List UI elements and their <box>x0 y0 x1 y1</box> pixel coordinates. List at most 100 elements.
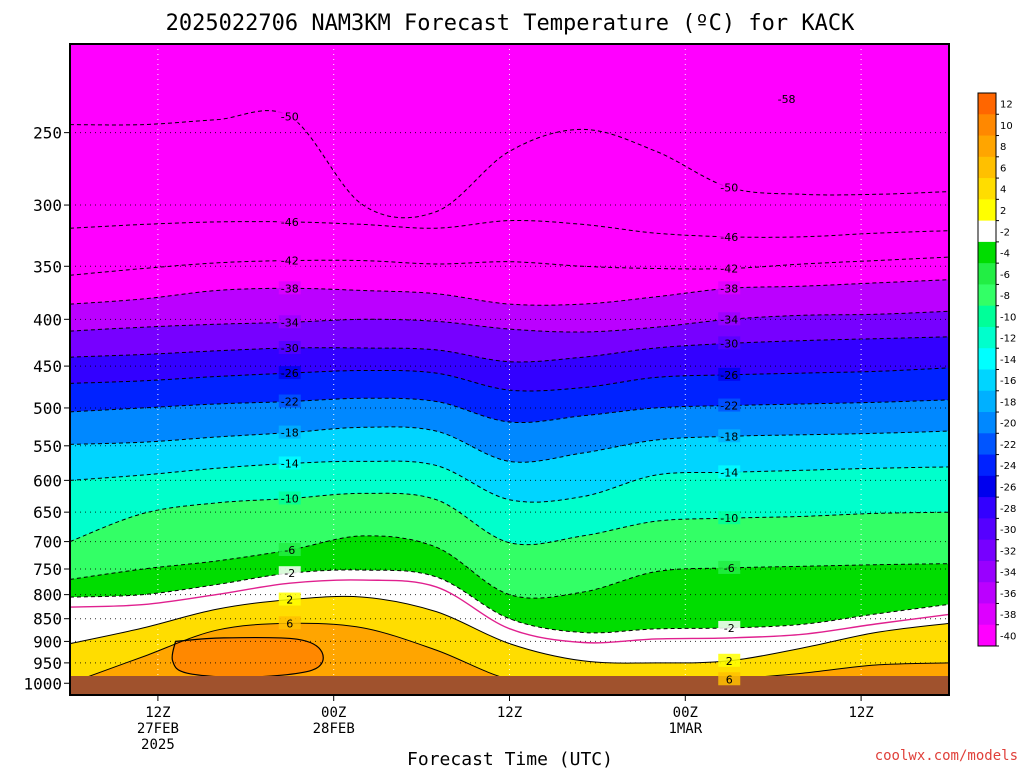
contour-line <box>70 367 949 392</box>
svg-text:2: 2 <box>726 655 733 668</box>
pressure-axis: 250 300 350 400 450 500 550 600 650 700 750 800 850 9… <box>23 124 70 693</box>
svg-text:-42: -42 <box>720 263 738 276</box>
svg-text:-2: -2 <box>724 622 735 635</box>
contour-label: -46 <box>278 214 301 229</box>
gridlines <box>70 44 949 695</box>
time-tick-label: 00Z <box>673 705 698 721</box>
colorbar-swatch <box>978 560 996 583</box>
colorbar-tick-label: -34 <box>1000 568 1016 579</box>
contour-label: -30 <box>278 341 301 355</box>
colorbar-swatch <box>978 114 996 137</box>
contour-line <box>70 569 949 634</box>
colorbar-swatch <box>978 454 996 477</box>
freezing-line <box>70 579 949 644</box>
pressure-tick-label: 700 <box>33 533 62 552</box>
pressure-tick-label: 400 <box>33 310 62 329</box>
svg-text:-34: -34 <box>720 313 738 326</box>
pressure-tick-label: 850 <box>33 610 62 629</box>
x-axis-label: Forecast Time (UTC) <box>407 749 613 768</box>
contour-label: -18 <box>718 429 741 443</box>
time-tick-label: 27FEB <box>137 721 179 737</box>
pressure-tick-label: 750 <box>33 560 62 579</box>
colorbar-swatch <box>978 539 996 562</box>
svg-text:-22: -22 <box>281 396 299 409</box>
svg-text:-6: -6 <box>724 562 735 575</box>
svg-text:-26: -26 <box>281 367 299 380</box>
colorbar-tick-label: -6 <box>1000 270 1010 281</box>
fill-band <box>70 535 949 633</box>
contour-label: -6 <box>278 543 301 557</box>
contour-label: -6 <box>718 560 741 575</box>
contour-label: -46 <box>718 229 741 244</box>
svg-text:-2: -2 <box>284 567 295 580</box>
svg-text:-14: -14 <box>720 466 738 479</box>
svg-text:-14: -14 <box>281 457 299 470</box>
contour-line <box>70 256 949 276</box>
contour-label: -26 <box>278 366 301 380</box>
contour-label: -14 <box>718 465 741 479</box>
contour-line <box>70 595 949 664</box>
svg-text:-18: -18 <box>720 430 738 443</box>
colorbar-swatch <box>978 624 996 647</box>
contour-line <box>70 460 949 503</box>
colorbar-swatch <box>978 178 996 200</box>
colorbar-tick-label: -12 <box>1000 334 1016 345</box>
colorbar-tick-label: -36 <box>1000 589 1016 600</box>
contour-label: -2 <box>278 566 301 580</box>
contour-label: 2 <box>278 592 301 607</box>
chart-title: 2025022706 NAM3KM Forecast Temperature (… <box>166 11 856 36</box>
pressure-tick-label: 800 <box>33 586 62 605</box>
contour-label: -50 <box>278 109 301 123</box>
contour-label: -22 <box>718 398 741 413</box>
svg-text:-46: -46 <box>281 216 299 229</box>
pressure-tick-label: 650 <box>33 503 62 522</box>
pressure-tick-label: 950 <box>33 654 62 673</box>
pressure-tick-label: 600 <box>33 471 62 490</box>
colorbar-tick-label: 10 <box>1000 121 1013 132</box>
contour-label: 6 <box>718 672 741 686</box>
ground-surface <box>70 676 949 695</box>
contour-line <box>70 492 949 546</box>
contour-label: -34 <box>278 315 301 329</box>
colorbar-swatch <box>978 603 996 626</box>
svg-text:-26: -26 <box>720 369 738 382</box>
contour-label: 6 <box>278 616 301 630</box>
colorbar-tick-label: -20 <box>1000 419 1016 430</box>
contour-line <box>70 397 949 423</box>
colorbar-swatch <box>978 241 996 264</box>
colorbar-tick-label: -10 <box>1000 312 1016 323</box>
pressure-tick-label: 550 <box>33 437 62 456</box>
fill-band <box>70 398 949 463</box>
contour-label: -50 <box>718 180 741 194</box>
warm-core-fill <box>171 636 324 678</box>
colorbar-tick-label: -22 <box>1000 440 1016 451</box>
colorbar-swatch <box>978 135 996 158</box>
pressure-tick-label: 900 <box>33 632 62 651</box>
fill-band <box>70 367 949 423</box>
colorbar-tick-label: 12 <box>1000 100 1013 111</box>
contour-line <box>70 110 949 219</box>
pressure-tick-label: 500 <box>33 399 62 418</box>
fill-band <box>70 110 949 238</box>
svg-text:2: 2 <box>286 594 293 607</box>
colorbar-swatch <box>978 220 996 243</box>
time-tick-label: 12Z <box>497 705 522 721</box>
contour-line <box>70 279 949 306</box>
colorbar-swatch <box>978 93 996 115</box>
colorbar-tick-label: -8 <box>1000 291 1010 302</box>
svg-text:-50: -50 <box>281 110 299 123</box>
svg-text:-50: -50 <box>720 181 738 194</box>
colorbar-swatch <box>978 369 996 392</box>
svg-text:-46: -46 <box>720 231 738 244</box>
contour-label: -38 <box>278 281 301 295</box>
colorbar-tick-label: 6 <box>1000 163 1006 174</box>
contour-line <box>70 535 949 599</box>
time-tick-label: 12Z <box>848 705 873 721</box>
colorbar-tick-label: -40 <box>1000 631 1016 642</box>
contour-label: -34 <box>718 312 741 326</box>
svg-text:-10: -10 <box>720 512 738 525</box>
contour-label: -22 <box>278 394 301 409</box>
credit-link[interactable]: coolwx.com/models <box>875 748 1018 764</box>
colorbar-swatch <box>978 390 996 413</box>
colorbar-swatch <box>978 497 996 519</box>
